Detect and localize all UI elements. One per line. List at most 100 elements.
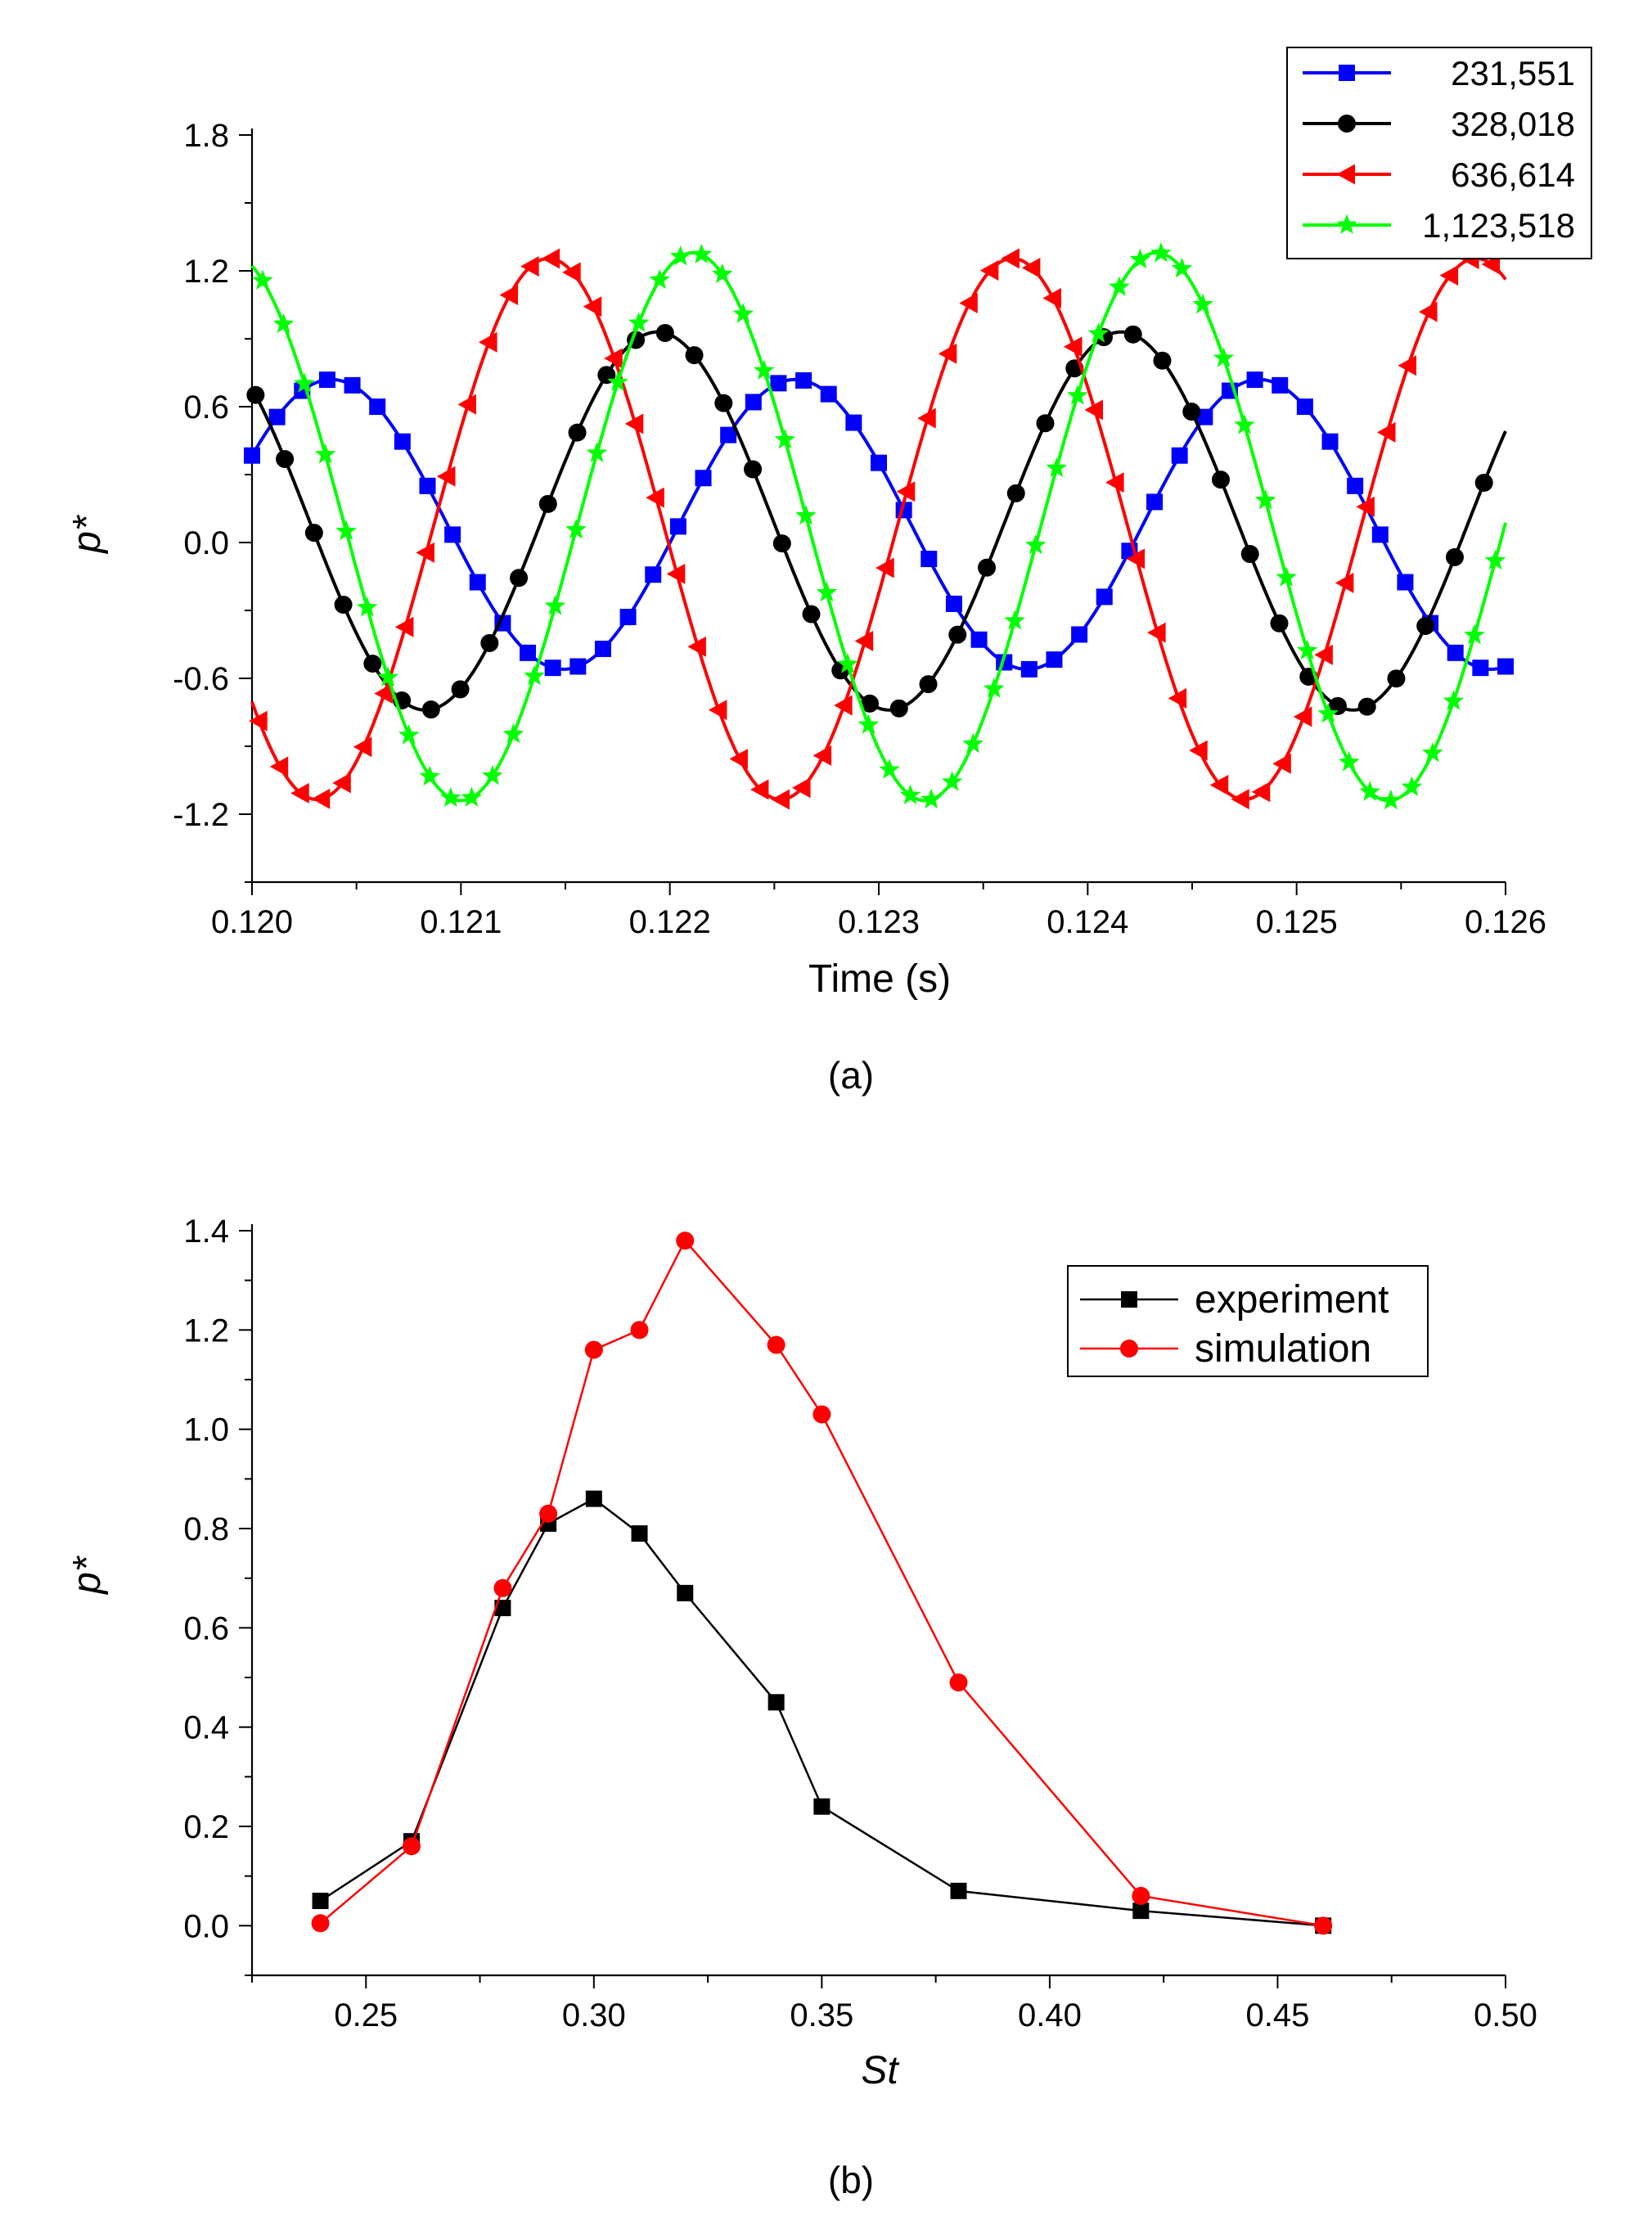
series-636614 bbox=[249, 248, 1507, 810]
data-point bbox=[539, 1504, 558, 1523]
data-point bbox=[1447, 644, 1464, 661]
data-point bbox=[344, 376, 361, 394]
data-point bbox=[1105, 472, 1124, 493]
x-tick-label: 0.40 bbox=[1018, 1997, 1082, 2033]
data-point bbox=[816, 581, 838, 602]
data-point bbox=[744, 460, 763, 479]
panel-a-caption: (a) bbox=[828, 1054, 874, 1096]
data-point bbox=[318, 371, 335, 389]
panel-b-series bbox=[311, 1232, 1333, 1935]
data-point bbox=[708, 700, 727, 721]
data-point bbox=[795, 504, 817, 525]
y-tick-label: -0.6 bbox=[173, 661, 229, 697]
data-point bbox=[858, 714, 880, 734]
data-point bbox=[649, 268, 670, 290]
data-point bbox=[1123, 325, 1142, 344]
series-line bbox=[319, 1238, 1324, 1927]
x-tick-label: 0.25 bbox=[334, 1997, 398, 2033]
data-point bbox=[795, 371, 812, 389]
series-line bbox=[250, 256, 1507, 802]
data-point bbox=[646, 487, 664, 508]
data-point bbox=[899, 784, 921, 804]
data-point bbox=[1335, 572, 1354, 593]
data-point bbox=[294, 372, 315, 393]
y-tick-label: 0.6 bbox=[183, 1610, 229, 1646]
data-point bbox=[631, 1525, 648, 1542]
data-point bbox=[767, 1335, 785, 1354]
data-point bbox=[369, 399, 386, 416]
legend-label: simulation bbox=[1195, 1327, 1371, 1371]
data-point bbox=[1317, 703, 1339, 723]
data-point bbox=[583, 296, 602, 317]
data-point bbox=[1347, 477, 1364, 494]
data-point bbox=[834, 695, 853, 716]
data-point bbox=[941, 771, 963, 791]
data-point bbox=[1001, 248, 1020, 269]
data-point bbox=[568, 423, 587, 442]
legend-marker bbox=[1339, 65, 1355, 81]
series-231551 bbox=[244, 371, 1514, 678]
data-point bbox=[1020, 660, 1038, 678]
data-point bbox=[1251, 781, 1271, 803]
legend-marker bbox=[1121, 1291, 1137, 1308]
data-point bbox=[520, 256, 539, 277]
data-point bbox=[569, 658, 587, 675]
data-point bbox=[562, 262, 581, 283]
data-point bbox=[272, 313, 295, 333]
data-point bbox=[584, 1340, 603, 1359]
data-point bbox=[1314, 644, 1333, 665]
data-point bbox=[1042, 287, 1061, 308]
data-point bbox=[1357, 697, 1376, 716]
data-point bbox=[276, 449, 295, 468]
data-point bbox=[332, 772, 351, 794]
data-point bbox=[812, 745, 832, 766]
data-point bbox=[666, 563, 686, 584]
data-point bbox=[1338, 751, 1360, 772]
series-328018 bbox=[246, 323, 1507, 719]
data-point bbox=[419, 765, 441, 786]
data-point bbox=[1004, 610, 1026, 630]
y-tick-label: 1.8 bbox=[183, 118, 229, 154]
data-point bbox=[938, 343, 957, 364]
data-point bbox=[1321, 433, 1339, 450]
data-point bbox=[1171, 257, 1193, 278]
data-point bbox=[499, 285, 519, 306]
data-point bbox=[917, 408, 936, 429]
data-point bbox=[1397, 574, 1414, 591]
data-point bbox=[1024, 534, 1047, 555]
data-point bbox=[1231, 789, 1249, 810]
data-point bbox=[335, 520, 357, 541]
y-tick-label: 0.0 bbox=[183, 1908, 229, 1944]
data-point bbox=[871, 454, 887, 471]
y-tick-label: 1.4 bbox=[183, 1214, 229, 1250]
data-point bbox=[774, 429, 796, 449]
data-point bbox=[252, 269, 273, 290]
y-tick-label: 0.8 bbox=[183, 1511, 229, 1547]
y-tick-label: 0.6 bbox=[183, 390, 229, 426]
data-point bbox=[510, 569, 529, 588]
data-point bbox=[1046, 457, 1068, 478]
data-point bbox=[544, 595, 566, 615]
data-point bbox=[1189, 740, 1208, 761]
y-tick-label: 1.2 bbox=[183, 1313, 229, 1349]
data-point bbox=[290, 782, 309, 804]
data-point bbox=[820, 385, 837, 403]
data-point bbox=[565, 518, 587, 539]
data-point bbox=[1036, 414, 1055, 433]
data-point bbox=[1132, 1886, 1150, 1905]
data-point bbox=[1474, 473, 1493, 492]
data-point bbox=[1084, 399, 1104, 421]
panel-b-caption: (b) bbox=[828, 2159, 874, 2201]
data-point bbox=[538, 494, 557, 513]
data-point bbox=[1497, 658, 1514, 675]
data-point bbox=[1129, 248, 1151, 269]
series-line bbox=[319, 1497, 1324, 1927]
data-point bbox=[711, 263, 733, 284]
data-point bbox=[1380, 789, 1402, 810]
data-point bbox=[586, 442, 608, 462]
data-point bbox=[959, 292, 978, 313]
data-point bbox=[1153, 351, 1172, 370]
data-point bbox=[544, 660, 561, 677]
data-point bbox=[1246, 371, 1263, 389]
data-point bbox=[363, 654, 382, 673]
